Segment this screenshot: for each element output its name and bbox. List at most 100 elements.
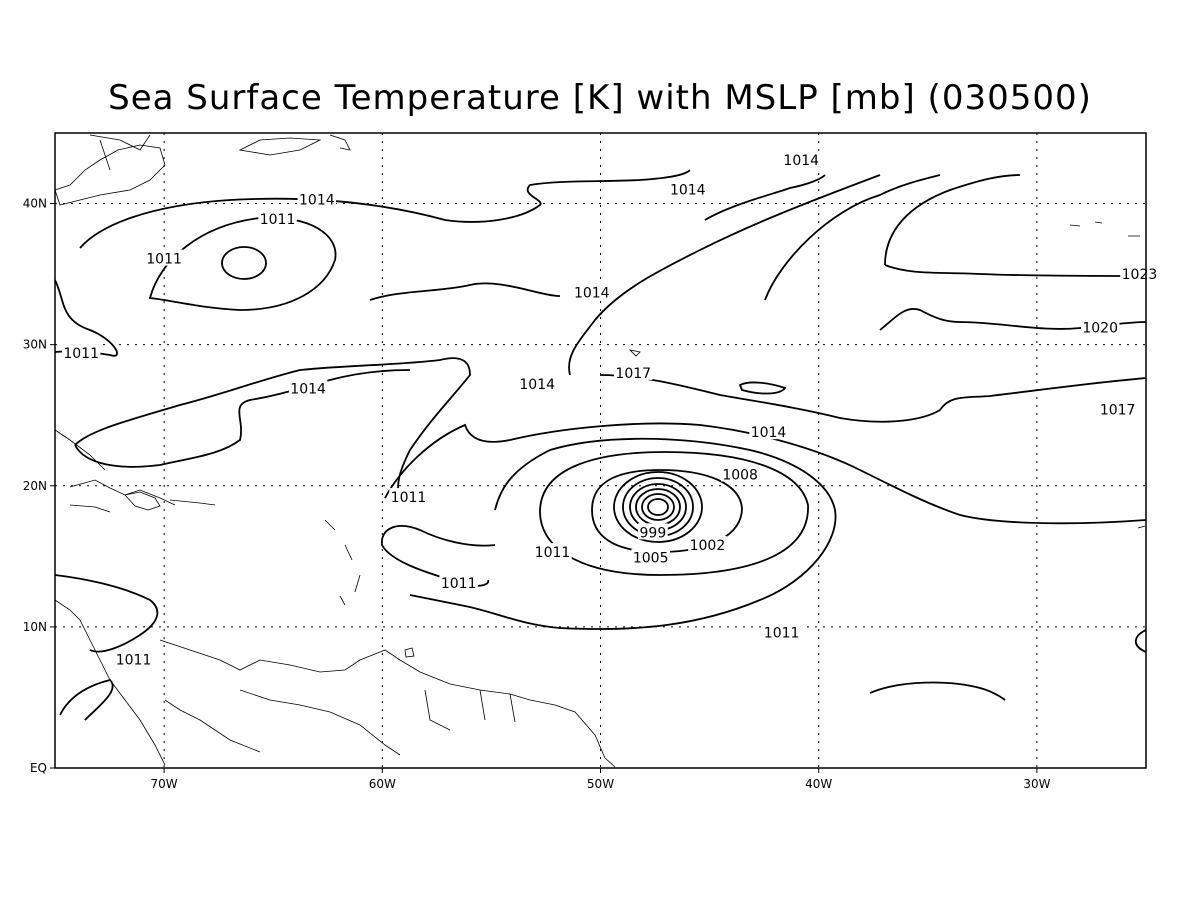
isobar-label: 1011: [63, 346, 99, 362]
x-tick-label: 50W: [587, 777, 614, 791]
colombia-border: [164, 699, 261, 753]
isobar-1014-east: [704, 174, 826, 221]
isobar-label-background: [668, 180, 707, 197]
x-tick-label: 60W: [369, 777, 396, 791]
isobar-1011-low: [148, 216, 337, 311]
isobar-label-background: [297, 190, 337, 207]
jamaica-coast: [69, 504, 111, 513]
isobar-label: 1005: [633, 551, 669, 567]
isobar-1023: [884, 174, 1021, 266]
north-america-coast: [54, 144, 166, 206]
isobar-label-background: [114, 650, 153, 667]
cape-verde: [1137, 525, 1146, 529]
map-title: Sea Surface Temperature [K] with MSLP [m…: [108, 78, 1092, 118]
isobar-label: 1017: [1100, 403, 1136, 419]
isobar-south-america: [869, 681, 1006, 701]
isobar-label: 1020: [1082, 321, 1118, 337]
isobar-1011-south: [409, 437, 837, 630]
coastlines: [54, 134, 1146, 768]
nova-scotia-coast: [238, 137, 322, 156]
isobar-label: 1002: [690, 538, 726, 554]
isobar-label: 1014: [574, 285, 610, 301]
isobar-label-background: [288, 379, 328, 396]
isobar-1014-top: [79, 169, 691, 249]
isobar-label-background: [439, 574, 478, 591]
y-tick-label: 10N: [23, 620, 47, 634]
trinidad: [404, 647, 415, 658]
isobar-label: 1011: [260, 212, 296, 228]
isobar-label: 1014: [290, 381, 326, 397]
isobar-label-background: [749, 423, 788, 440]
isobar-label: 1011: [116, 652, 152, 668]
isobar-label-background: [631, 548, 670, 565]
isobar-1017: [568, 174, 881, 376]
isobar-label-background: [389, 488, 428, 505]
isobar-label: 1014: [783, 153, 819, 169]
isobar-label: 1014: [751, 425, 787, 441]
isobar-1023-lower: [884, 264, 1147, 277]
isobar-1017-east: [599, 374, 1147, 423]
isobar-1014-mid: [369, 282, 561, 301]
isobars: [54, 169, 1147, 721]
isobar-1014-center-band: [74, 357, 471, 501]
newfoundland-coast: [329, 134, 351, 151]
isobar-label-background: [762, 623, 801, 640]
puerto-rico-coast: [169, 499, 216, 506]
isobar-sw-cell: [59, 679, 114, 721]
cuba-coast: [69, 479, 176, 506]
central-america-coast: [99, 659, 166, 766]
isobar-label: 1008: [722, 467, 758, 483]
isobar-1011-east-edge: [1134, 629, 1147, 653]
isobar-label: 1011: [146, 252, 182, 268]
isobar-label-background: [1120, 265, 1159, 282]
y-tick-label: 30N: [23, 338, 47, 352]
azores: [1069, 221, 1140, 237]
isobar-label-background: [637, 523, 668, 540]
isobar-label-background: [144, 249, 184, 266]
isobar-label-background: [572, 283, 611, 300]
isobar-label-background: [1098, 400, 1137, 417]
new-england-coast: [89, 134, 151, 171]
yucatan-coast: [54, 599, 101, 661]
isobar-labels: 1014101110111014101410141011101410141017…: [61, 150, 1159, 668]
isobar-label: 1014: [670, 182, 706, 198]
x-tick-label: 70W: [151, 777, 178, 791]
isobar-label: 1011: [535, 545, 571, 561]
isobar-label-background: [61, 344, 101, 361]
isobar-label-background: [518, 375, 557, 392]
isobar-label: 1011: [441, 576, 477, 592]
isobar-closed-low-center: [221, 246, 267, 280]
bermuda: [628, 349, 641, 357]
isobar-label-background: [688, 536, 727, 553]
isobar-1020: [764, 174, 941, 301]
south-america-coast: [159, 639, 616, 768]
isobar-label: 1011: [764, 626, 800, 642]
isobar-label-background: [614, 363, 653, 380]
isobar-1011-west-tongue: [381, 525, 496, 587]
isobar-label-background: [533, 543, 572, 560]
hispaniola-coast: [124, 491, 161, 511]
isobar-1014-south: [384, 422, 1147, 525]
y-tick-label: EQ: [30, 761, 47, 775]
isobar-1014-lower-west: [74, 369, 411, 468]
isobar-label: 1014: [299, 192, 335, 208]
isobar-label: 1014: [519, 377, 555, 393]
antilles: [324, 519, 361, 606]
isobar-label-background: [1080, 318, 1120, 335]
isobar-label: 1023: [1122, 267, 1158, 283]
venezuela-border: [239, 689, 401, 756]
hurricane-contours: [539, 451, 809, 576]
isobar-label: 999: [640, 525, 667, 541]
isobar-label: 1017: [615, 366, 651, 382]
guyana-border: [424, 689, 451, 731]
isobar-1011-caribbean: [54, 574, 159, 653]
x-tick-label: 40W: [805, 777, 832, 791]
suriname-border: [479, 689, 516, 723]
isobar-label-background: [720, 465, 760, 482]
isobar-label: 1011: [391, 490, 427, 506]
isobar-label-background: [782, 150, 821, 167]
y-tick-label: 40N: [23, 197, 47, 211]
isobar-small-cell: [738, 381, 787, 395]
florida-coast: [54, 429, 106, 471]
